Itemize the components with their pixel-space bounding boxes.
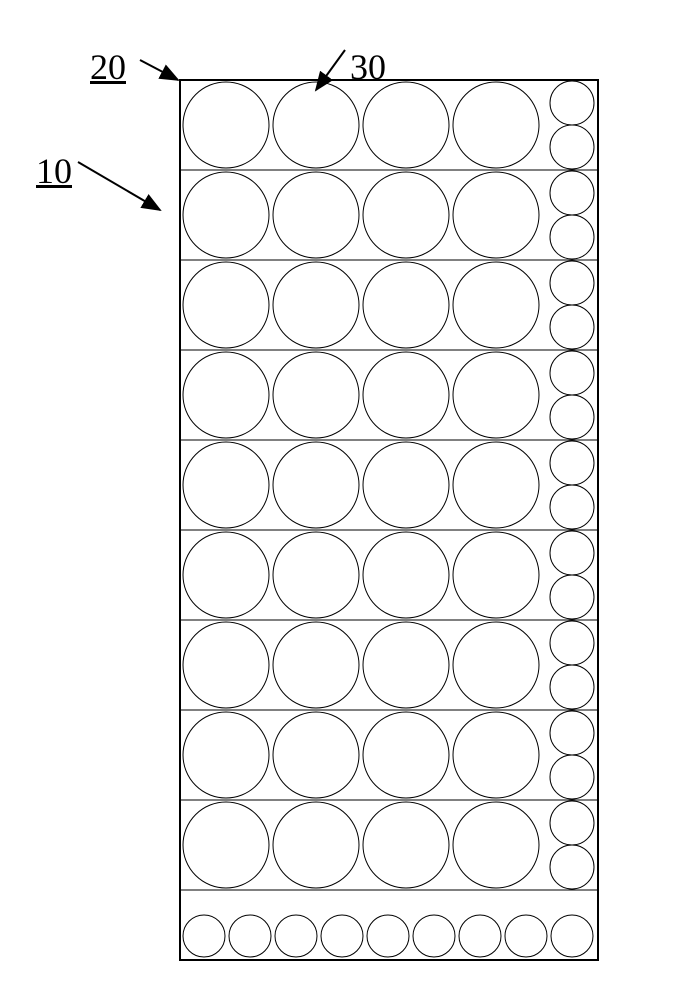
technical-diagram [0, 0, 676, 1000]
diagram-container: 20 30 10 [0, 0, 676, 1000]
callout-label-20: 20 [90, 46, 126, 88]
callout-label-30: 30 [350, 46, 386, 88]
callout-label-10: 10 [36, 150, 72, 192]
